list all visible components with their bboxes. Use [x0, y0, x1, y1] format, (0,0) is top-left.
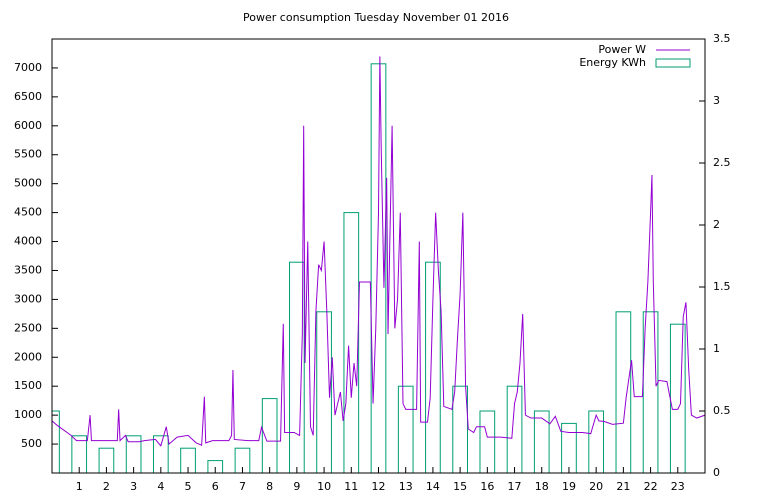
x-tick-label: 22: [644, 480, 658, 493]
x-tick-label: 3: [130, 480, 137, 493]
y2-tick-label: 2: [713, 218, 720, 231]
x-tick-label: 14: [426, 480, 440, 493]
legend-label: Power W: [598, 43, 646, 56]
y2-tick-label: 1: [713, 342, 720, 355]
y2-tick-label: 0.5: [713, 404, 731, 417]
x-tick-label: 15: [453, 480, 467, 493]
x-tick-label: 18: [535, 480, 549, 493]
x-tick-label: 17: [508, 480, 522, 493]
x-tick-label: 16: [480, 480, 494, 493]
power-line: [51, 56, 706, 447]
x-tick-label: 19: [562, 480, 576, 493]
y-tick-label: 4500: [14, 206, 42, 219]
y2-tick-label: 2.5: [713, 156, 731, 169]
legend-label: Energy KWh: [579, 56, 646, 69]
y-tick-label: 6000: [14, 119, 42, 132]
y2-tick-label: 0: [713, 466, 720, 479]
x-tick-label: 20: [589, 480, 603, 493]
x-tick-label: 5: [185, 480, 192, 493]
y-tick-label: 1000: [14, 408, 42, 421]
x-tick-label: 13: [399, 480, 413, 493]
y2-tick-label: 3: [713, 94, 720, 107]
legend-swatch: [655, 58, 691, 68]
x-tick-label: 9: [293, 480, 300, 493]
x-tick-label: 21: [616, 480, 630, 493]
y-tick-label: 500: [21, 437, 42, 450]
y-tick-label: 3500: [14, 263, 42, 276]
y-tick-label: 5500: [14, 148, 42, 161]
x-tick-label: 4: [157, 480, 164, 493]
y-tick-label: 4000: [14, 235, 42, 248]
plot-frame: [51, 38, 706, 474]
y-tick-label: 1500: [14, 379, 42, 392]
y2-tick-label: 1.5: [713, 280, 731, 293]
y2-tick-label: 3.5: [713, 32, 731, 45]
x-tick-label: 7: [239, 480, 246, 493]
x-tick-label: 6: [212, 480, 219, 493]
y-tick-label: 6500: [14, 90, 42, 103]
x-tick-label: 10: [317, 480, 331, 493]
x-tick-label: 12: [372, 480, 386, 493]
chart-title: Power consumption Tuesday November 01 20…: [243, 11, 509, 24]
y-tick-label: 2500: [14, 321, 42, 334]
x-tick-label: 23: [671, 480, 685, 493]
x-tick-label: 2: [103, 480, 110, 493]
x-tick-label: 1: [76, 480, 83, 493]
y-tick-label: 7000: [14, 61, 42, 74]
y-tick-label: 2000: [14, 350, 42, 363]
x-tick-label: 8: [266, 480, 273, 493]
x-tick-label: 11: [344, 480, 358, 493]
y-tick-label: 3000: [14, 292, 42, 305]
y-tick-label: 5000: [14, 177, 42, 190]
